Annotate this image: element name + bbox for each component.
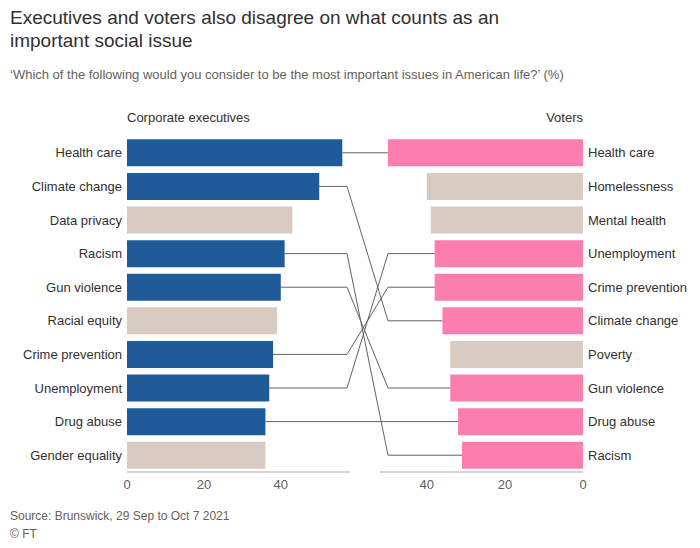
html-text:Source: Brunswick, 29 Sep to O: Source: Brunswick, 29 Sep to Oct 7 2021 [10,509,230,523]
svg-text:20: 20 [498,477,512,492]
svg-text:Unemployment: Unemployment [35,381,123,396]
html-text:Executives and voters also dis: Executives and voters also disagree on w… [10,7,499,51]
svg-text:Climate change: Climate change [588,313,678,328]
svg-text:40: 40 [420,477,434,492]
html-text:‘Which of the following would: ‘Which of the following would you consid… [10,67,564,82]
svg-text:Unemployment: Unemployment [588,246,676,261]
svg-text:Gender equality: Gender equality [30,448,122,463]
svg-text:0: 0 [579,477,586,492]
svg-text:Health care: Health care [588,145,654,160]
svg-text:Crime prevention: Crime prevention [588,280,687,295]
svg-text:Gun violence: Gun violence [46,280,122,295]
svg-text:Crime prevention: Crime prevention [23,347,122,362]
html-text:Voters: Voters [546,110,583,125]
svg-text:Health care: Health care [56,145,122,160]
html-text:© FT: © FT [10,527,37,541]
svg-text:Drug abuse: Drug abuse [588,414,655,429]
svg-text:Mental health: Mental health [588,213,666,228]
svg-text:20: 20 [197,477,211,492]
svg-text:Data privacy: Data privacy [50,213,123,228]
svg-text:Racial equity: Racial equity [48,313,123,328]
svg-text:0: 0 [123,477,130,492]
svg-text:Homelessness: Homelessness [588,179,674,194]
svg-text:Racism: Racism [588,448,631,463]
svg-text:Poverty: Poverty [588,347,633,362]
svg-text:Drug abuse: Drug abuse [55,414,122,429]
svg-text:Climate change: Climate change [32,179,122,194]
html-text:Corporate executives: Corporate executives [127,110,250,125]
svg-text:Racism: Racism [79,246,122,261]
svg-text:40: 40 [274,477,288,492]
svg-text:Gun violence: Gun violence [588,381,664,396]
